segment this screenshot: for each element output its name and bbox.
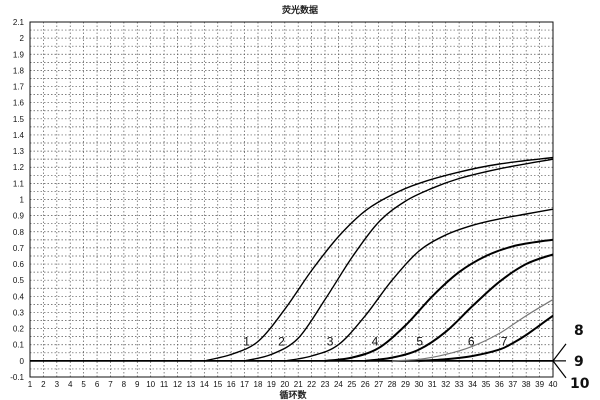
y-tick-label: 1.8 [13, 66, 25, 75]
curve-label-1: 1 [243, 335, 250, 349]
x-tick-label: 17 [240, 380, 249, 389]
x-tick-label: 35 [481, 380, 490, 389]
curve-label-5: 5 [416, 335, 423, 349]
y-tick-label: -0.1 [10, 373, 24, 382]
x-tick-label: 8 [122, 380, 127, 389]
connector-line [552, 343, 567, 362]
x-tick-label: 34 [468, 380, 477, 389]
curve-labels: 1 2 3 4 5 6 7 [243, 335, 507, 349]
x-tick-label: 33 [455, 380, 464, 389]
x-tick-label: 18 [254, 380, 263, 389]
curve-label-3: 3 [327, 335, 334, 349]
x-tick-label: 9 [135, 380, 140, 389]
series-line-7 [418, 314, 554, 362]
y-tick-label: 0.4 [13, 292, 25, 301]
y-tick-label: 0.5 [13, 276, 25, 285]
x-tick-label: 39 [535, 380, 544, 389]
y-tick-label: 0.6 [13, 260, 25, 269]
y-tick-label: 1.6 [13, 99, 25, 108]
x-tick-label: 15 [213, 380, 222, 389]
x-tick-label: 22 [307, 380, 316, 389]
x-tick-label: 40 [549, 380, 558, 389]
y-axis-ticks: -0.1 0 0.1 0.2 0.3 0.4 0.5 0.6 0.7 0.8 0.9 1 1.1 1.2 1… [10, 18, 24, 382]
x-tick-label: 12 [173, 380, 182, 389]
x-tick-label: 19 [267, 380, 276, 389]
x-tick-label: 27 [374, 380, 383, 389]
x-tick-label: 37 [508, 380, 517, 389]
y-tick-label: 1.1 [13, 179, 25, 188]
x-tick-label: 24 [334, 380, 343, 389]
y-tick-label: 1.5 [13, 115, 25, 124]
series-line-6 [392, 298, 554, 362]
x-tick-label: 13 [186, 380, 195, 389]
curve-label-7: 7 [501, 335, 508, 349]
curve-label-2: 2 [278, 335, 285, 349]
x-tick-label: 1 [28, 380, 33, 389]
y-tick-label: 0 [20, 357, 25, 366]
x-tick-label: 21 [294, 380, 303, 389]
x-tick-label: 10 [146, 380, 155, 389]
x-tick-label: 11 [160, 380, 169, 389]
x-tick-label: 20 [280, 380, 289, 389]
x-tick-label: 36 [495, 380, 504, 389]
x-tick-label: 2 [41, 380, 46, 389]
y-tick-label: 0.9 [13, 212, 25, 221]
y-tick-label: 2.1 [13, 18, 25, 27]
y-tick-label: 0.3 [13, 308, 25, 317]
x-tick-label: 5 [81, 380, 86, 389]
curve-label-6: 6 [468, 335, 475, 349]
x-axis-label: 循环数 [279, 389, 307, 400]
x-tick-label: 26 [361, 380, 370, 389]
y-tick-label: 1.7 [13, 83, 25, 92]
grid [29, 21, 554, 378]
y-tick-label: 2 [20, 34, 25, 43]
flat-labels: 8 9 10 [552, 323, 590, 392]
x-axis-ticks: 1 2 3 4 5 6 7 8 9 10 11 12 13 14 15 16 17 18 19 20 21 22 23 24 2… [28, 380, 558, 389]
x-tick-label: 7 [108, 380, 113, 389]
y-tick-label: 1.2 [13, 163, 25, 172]
x-tick-label: 14 [200, 380, 209, 389]
chart-title: 荧光数据 [282, 4, 318, 16]
x-tick-label: 4 [68, 380, 73, 389]
series-line-5 [365, 253, 554, 362]
y-tick-label: 1.3 [13, 147, 25, 156]
series-lines [204, 156, 554, 362]
flat-label-8: 8 [574, 323, 584, 339]
x-tick-label: 29 [401, 380, 410, 389]
y-tick-label: 0.8 [13, 228, 25, 237]
x-tick-label: 23 [321, 380, 330, 389]
y-tick-label: 0.7 [13, 244, 25, 253]
flat-label-10: 10 [570, 376, 590, 392]
x-tick-label: 3 [55, 380, 60, 389]
connector-line [552, 360, 567, 379]
x-tick-label: 16 [227, 380, 236, 389]
x-tick-label: 6 [95, 380, 100, 389]
x-tick-label: 30 [414, 380, 423, 389]
series-line-1 [204, 156, 554, 362]
y-tick-label: 1.9 [13, 50, 25, 59]
series-line-2 [244, 158, 554, 362]
plot-frame [29, 21, 554, 378]
y-tick-label: 1.4 [13, 131, 25, 140]
curve-label-4: 4 [372, 335, 379, 349]
x-tick-label: 38 [522, 380, 531, 389]
y-tick-label: 0.1 [13, 341, 25, 350]
x-tick-label: 25 [347, 380, 356, 389]
y-tick-label: 0.2 [13, 325, 25, 334]
y-tick-label: 1 [20, 196, 25, 205]
x-tick-label: 32 [441, 380, 450, 389]
series-line-3 [284, 208, 554, 362]
flat-label-9: 9 [574, 354, 584, 370]
series-line-4 [324, 238, 554, 362]
x-tick-label: 28 [388, 380, 397, 389]
x-tick-label: 31 [428, 380, 437, 389]
